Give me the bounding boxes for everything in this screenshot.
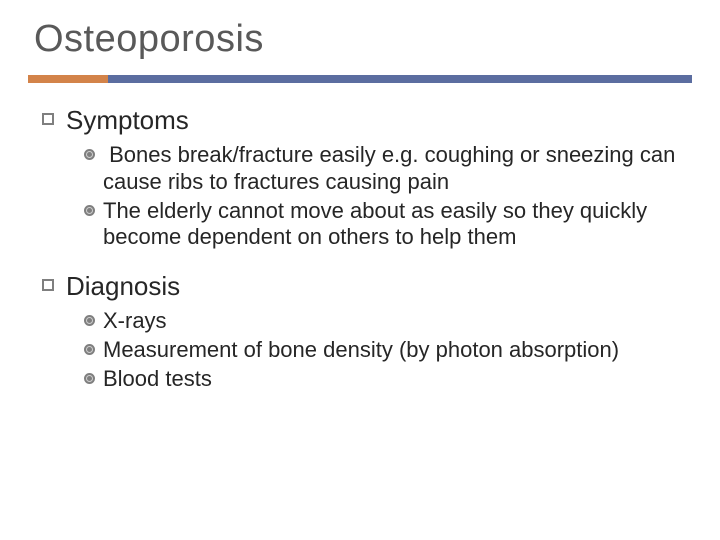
square-bullet-icon [42, 113, 54, 125]
item-text: X-rays [103, 308, 167, 335]
dot-bullet-icon [84, 149, 95, 160]
item-text: Blood tests [103, 366, 212, 393]
section-diagnosis: Diagnosis X-rays Measurement of bone den… [42, 271, 692, 392]
title-underline-bar [28, 75, 692, 83]
list-item: The elderly cannot move about as easily … [84, 198, 692, 252]
dot-bullet-icon [84, 205, 95, 216]
section-title: Symptoms [66, 105, 189, 136]
section-items: Bones break/fracture easily e.g. coughin… [84, 142, 692, 251]
list-item: X-rays [84, 308, 692, 335]
section-items: X-rays Measurement of bone density (by p… [84, 308, 692, 392]
list-item: Measurement of bone density (by photon a… [84, 337, 692, 364]
section-head: Diagnosis [42, 271, 692, 302]
bar-main [108, 75, 692, 83]
dot-bullet-icon [84, 344, 95, 355]
list-item: Bones break/fracture easily e.g. coughin… [84, 142, 692, 196]
slide: Osteoporosis Symptoms Bones break/fractu… [0, 0, 720, 540]
page-title: Osteoporosis [34, 18, 692, 61]
square-bullet-icon [42, 279, 54, 291]
section-head: Symptoms [42, 105, 692, 136]
list-item: Blood tests [84, 366, 692, 393]
dot-bullet-icon [84, 373, 95, 384]
section-title: Diagnosis [66, 271, 180, 302]
item-text: Measurement of bone density (by photon a… [103, 337, 619, 364]
bar-accent [28, 75, 108, 83]
item-text: Bones break/fracture easily e.g. coughin… [103, 142, 692, 196]
dot-bullet-icon [84, 315, 95, 326]
item-text: The elderly cannot move about as easily … [103, 198, 692, 252]
section-symptoms: Symptoms Bones break/fracture easily e.g… [42, 105, 692, 251]
